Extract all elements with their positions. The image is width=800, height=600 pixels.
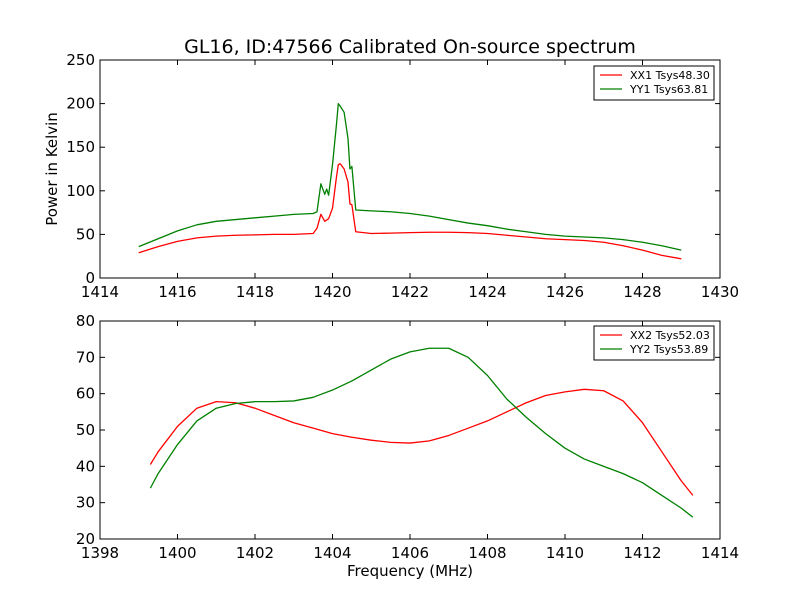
series-line-2	[149, 347, 694, 518]
y-tick-label: 70	[76, 348, 95, 366]
x-tick-label: 1408	[468, 544, 506, 562]
bottom-panel: 1398 1400 1402 1404 1406 1408 1410 1412 1414 20 30…	[76, 312, 739, 580]
x-tick-label: 1428	[623, 283, 661, 301]
series-line-1	[149, 388, 694, 496]
y-tick-label: 50	[76, 225, 95, 243]
x-tick-label: 1426	[546, 283, 584, 301]
x-tick-label: 1406	[391, 544, 429, 562]
x-tick-label: 1402	[236, 544, 274, 562]
y-tick-label: 200	[66, 95, 95, 113]
x-tick-label: 1424	[468, 283, 506, 301]
y-tick-label: 80	[76, 312, 95, 330]
legend-entry-2: YY2 Tsys53.89	[629, 343, 708, 356]
x-tick-label: 1416	[158, 283, 196, 301]
x-tick-label: 1404	[313, 544, 351, 562]
legend-box	[593, 325, 715, 361]
x-tick-label: 1420	[313, 283, 351, 301]
x-axis-label: Frequency (MHz)	[347, 562, 473, 580]
y-tick-label: 30	[76, 494, 95, 512]
x-tick-label: 1414	[81, 283, 119, 301]
x-tick-label: 1410	[546, 544, 584, 562]
legend-box	[593, 65, 715, 101]
x-tick-label: 1414	[701, 544, 739, 562]
y-tick-label: 60	[76, 385, 95, 403]
y-axis-label: Power in Kelvin	[43, 112, 61, 226]
x-tick-label: 1398	[81, 544, 119, 562]
x-tick-label: 1400	[158, 544, 196, 562]
chart-title: GL16, ID:47566 Calibrated On-source spec…	[184, 36, 636, 58]
y-tick-label: 0	[85, 269, 95, 287]
legend-entry-1: XX2 Tsys52.03	[630, 329, 710, 342]
y-tick-label: 50	[76, 421, 95, 439]
y-tick-label: 250	[66, 51, 95, 69]
series-line-1	[138, 163, 682, 260]
x-tick-label: 1418	[236, 283, 274, 301]
legend-entry-2: YY1 Tsys63.81	[629, 83, 708, 96]
x-tick-label: 1422	[391, 283, 429, 301]
y-tick-label: 20	[76, 530, 95, 548]
y-tick-label: 150	[66, 138, 95, 156]
x-tick-label: 1430	[701, 283, 739, 301]
y-tick-label: 40	[76, 457, 95, 475]
top-panel: 1414 1416 1418 1420 1422 1424 1426 1428 1430 0 50 1…	[43, 51, 739, 301]
y-tick-label: 100	[66, 182, 95, 200]
series-line-2	[138, 102, 682, 251]
x-tick-label: 1412	[623, 544, 661, 562]
legend-entry-1: XX1 Tsys48.30	[630, 69, 710, 82]
